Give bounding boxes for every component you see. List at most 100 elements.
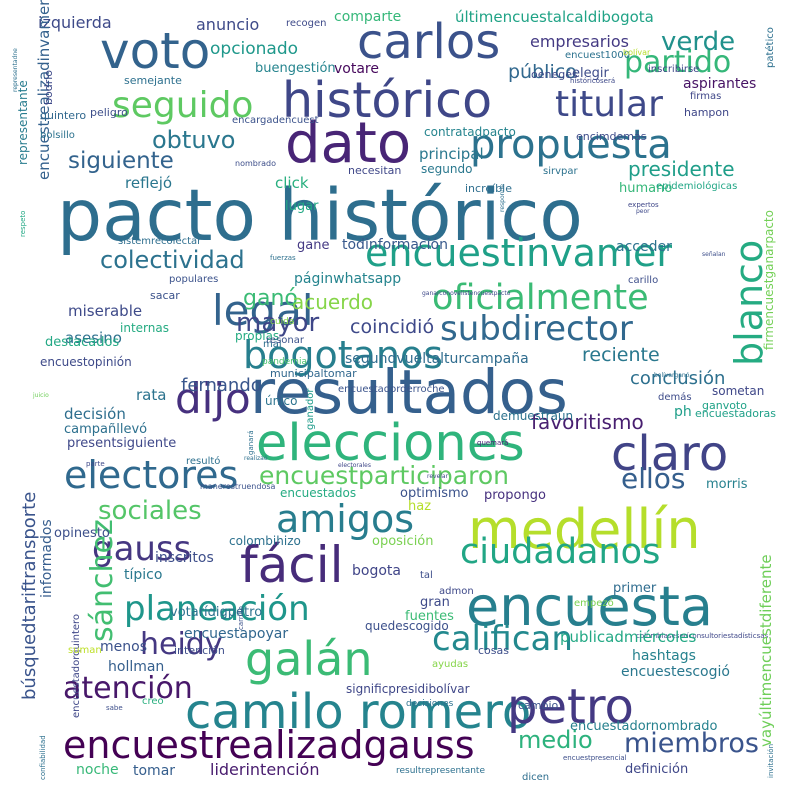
word: fuerzas (270, 254, 296, 262)
word: encuestados (280, 486, 357, 500)
word: bolívarganó (654, 372, 690, 379)
word: titular (555, 84, 663, 125)
word: quemará (477, 439, 509, 447)
word: reciente (582, 344, 660, 366)
word: fuentes (405, 609, 454, 624)
word: tal (420, 570, 433, 581)
word: cuida (270, 317, 295, 327)
word: decisión (64, 405, 126, 423)
word: lugar (285, 199, 319, 214)
word: informados (39, 519, 55, 598)
word: obtuvo (152, 126, 236, 154)
word: oposición (372, 534, 434, 549)
word: dicen (522, 772, 550, 783)
word: municipaltomar (270, 367, 357, 380)
word: noche (76, 762, 119, 778)
word: haz (408, 499, 432, 514)
word: confiabilidad (39, 735, 47, 780)
word: planeación (124, 589, 310, 629)
word: campañllevó (64, 422, 148, 437)
word: tomar (133, 763, 176, 779)
word: todinformación (342, 237, 448, 253)
word: inscribirse (648, 64, 700, 75)
word: colectividad (100, 246, 245, 274)
word: bodrio (42, 69, 55, 105)
word: demuestraún (493, 409, 574, 423)
word: favoritismo (531, 410, 644, 434)
word: gauss (92, 529, 192, 569)
word: vayúltimencuestdiferente (757, 554, 775, 747)
word: heidy (140, 627, 223, 662)
word: representadne (12, 48, 19, 92)
word: fácil (240, 536, 344, 594)
word: revelar (427, 473, 449, 480)
word: presidente (628, 157, 735, 181)
word: cambio (518, 699, 559, 712)
word: ganarconovelistencuestpacto (422, 290, 511, 297)
word: ellos (621, 462, 686, 495)
word: carrillo (237, 606, 245, 630)
word: representante (16, 80, 30, 165)
word: encuest1000 (565, 50, 631, 61)
word: necesitan (348, 164, 402, 177)
word: firmas (690, 91, 722, 102)
word: bolsillo (40, 130, 75, 141)
word: reflejó (125, 174, 173, 192)
word: propongo (484, 488, 546, 503)
word: elegir (572, 66, 609, 81)
word: gane (297, 238, 330, 253)
word: inscritos (155, 550, 214, 566)
word: dijo (175, 374, 251, 423)
word: ganará (247, 430, 255, 455)
word: ayudas (432, 659, 469, 670)
word: acuerdo (292, 290, 374, 314)
word: encuesta (466, 575, 713, 638)
word: votarídigpetro (170, 605, 263, 620)
word: segundvueltalturcampaña (345, 351, 529, 367)
word: encargadencuest (232, 115, 319, 126)
word: dato (285, 111, 412, 176)
word: admon (439, 586, 474, 597)
word: electores (64, 453, 239, 497)
word: segundo (421, 162, 473, 176)
word: gran (420, 595, 450, 610)
word: empezó (574, 598, 614, 609)
word: principal (419, 145, 484, 163)
word: medellín (468, 498, 701, 561)
word: cosas (478, 644, 509, 657)
word: recogen (286, 18, 327, 29)
word: ganvoto (702, 399, 747, 412)
word: miserable (68, 302, 143, 320)
word: destacados (45, 335, 120, 350)
word: claro (611, 426, 729, 482)
word: galán (245, 632, 373, 686)
word: páginwhatsapp (294, 271, 402, 287)
word: encimdemás (576, 130, 647, 143)
word: sabe (106, 704, 123, 712)
word: comparte (334, 9, 402, 25)
word: medio (518, 726, 593, 754)
word: quedescogido (365, 619, 449, 633)
word: resultó (186, 456, 221, 467)
word: click (275, 174, 309, 192)
word: encuestrealizadgauss (63, 723, 475, 767)
word: mayor (236, 308, 320, 338)
word: fernando (181, 375, 262, 396)
word: resonar (266, 335, 304, 346)
word: histórico (282, 72, 493, 129)
word: encuestparticiparon (259, 461, 509, 490)
word: presentsiguiente (67, 436, 177, 451)
word: encuestadorquintero (71, 613, 82, 718)
word: oficialmente (432, 278, 649, 318)
word: petro (507, 679, 634, 735)
word: encuestadoras (695, 407, 777, 420)
word: opcionado (210, 39, 299, 59)
word: pacto histórico (57, 174, 583, 257)
word: sistemrecolectar (118, 236, 202, 247)
word: electorales (338, 462, 371, 469)
word: respeto (19, 210, 27, 237)
word: atención (63, 671, 193, 706)
word: seguido (112, 85, 254, 126)
word: resultados (250, 357, 568, 428)
word: publicadmiércoles (560, 628, 697, 646)
